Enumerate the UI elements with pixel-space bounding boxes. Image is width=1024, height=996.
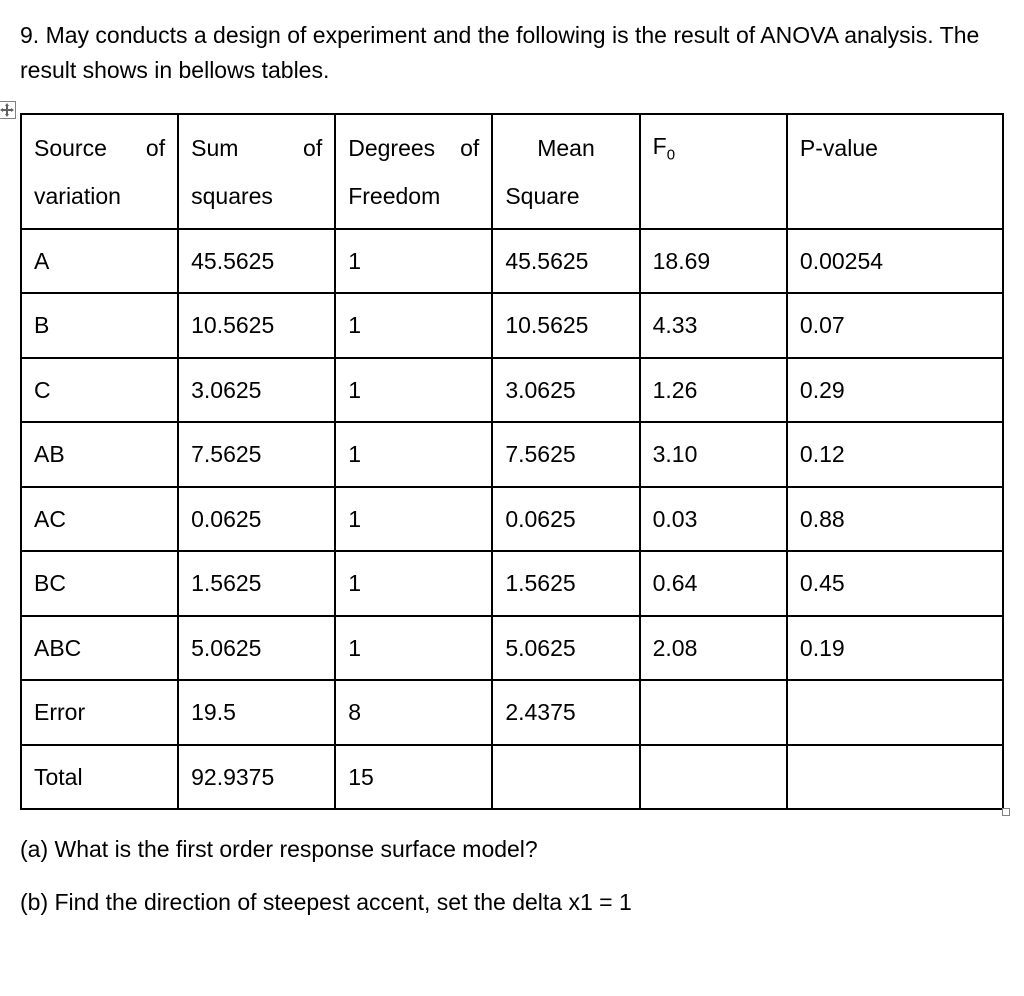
table-header: squares (178, 173, 335, 229)
table-cell: ABC (21, 616, 178, 681)
table-cell (492, 745, 639, 810)
table-cell: 45.5625 (178, 229, 335, 294)
table-cell: 2.4375 (492, 680, 639, 745)
table-cell: 10.5625 (492, 293, 639, 358)
table-row: A45.5625145.562518.690.00254 (21, 229, 1003, 294)
table-cell: B (21, 293, 178, 358)
table-cell: 1.5625 (178, 551, 335, 616)
table-cell: 1 (335, 229, 492, 294)
table-header: Source of (21, 114, 178, 173)
table-cell: 92.9375 (178, 745, 335, 810)
table-cell: 3.0625 (178, 358, 335, 423)
table-cell: Error (21, 680, 178, 745)
table-header (787, 173, 1003, 229)
table-cell: 0.19 (787, 616, 1003, 681)
table-cell: 1.5625 (492, 551, 639, 616)
table-cell: BC (21, 551, 178, 616)
table-cell: 15 (335, 745, 492, 810)
table-header (640, 173, 787, 229)
table-row: BC1.562511.56250.640.45 (21, 551, 1003, 616)
table-cell: 10.5625 (178, 293, 335, 358)
table-cell: 1 (335, 487, 492, 552)
table-cell: 8 (335, 680, 492, 745)
table-cell: 3.0625 (492, 358, 639, 423)
table-row: AC0.062510.06250.030.88 (21, 487, 1003, 552)
table-header: Degrees of (335, 114, 492, 173)
table-cell: 3.10 (640, 422, 787, 487)
question-a: (a) What is the first order response sur… (20, 832, 1004, 867)
table-cell: 0.45 (787, 551, 1003, 616)
table-row: B10.5625110.56254.330.07 (21, 293, 1003, 358)
table-cell: 0.64 (640, 551, 787, 616)
table-cell: 0.03 (640, 487, 787, 552)
table-cell: 1 (335, 551, 492, 616)
table-cell: 18.69 (640, 229, 787, 294)
table-row: ABC5.062515.06252.080.19 (21, 616, 1003, 681)
table-cell: 45.5625 (492, 229, 639, 294)
table-cell: Total (21, 745, 178, 810)
table-cell: 5.0625 (178, 616, 335, 681)
table-cell (787, 680, 1003, 745)
table-row: AB7.562517.56253.100.12 (21, 422, 1003, 487)
table-header: variation (21, 173, 178, 229)
table-row: C3.062513.06251.260.29 (21, 358, 1003, 423)
table-cell: 1 (335, 616, 492, 681)
table-row: Error19.582.4375 (21, 680, 1003, 745)
table-header: Freedom (335, 173, 492, 229)
table-cell: 0.07 (787, 293, 1003, 358)
question-b: (b) Find the direction of steepest accen… (20, 885, 1004, 920)
table-header: F0 (640, 114, 787, 173)
table-cell: 7.5625 (178, 422, 335, 487)
table-row: Total92.937515 (21, 745, 1003, 810)
table-cell: 4.33 (640, 293, 787, 358)
table-cell: 0.12 (787, 422, 1003, 487)
table-cell (640, 745, 787, 810)
table-cell: 2.08 (640, 616, 787, 681)
table-cell: 5.0625 (492, 616, 639, 681)
table-header: Square (492, 173, 639, 229)
table-header: Mean (492, 114, 639, 173)
table-cell: AC (21, 487, 178, 552)
table-header: P-value (787, 114, 1003, 173)
anova-table-container: Source of Sum of Degrees of Mean F0 (20, 113, 1004, 810)
table-cell: 19.5 (178, 680, 335, 745)
table-cell: C (21, 358, 178, 423)
move-handle-icon[interactable] (0, 101, 16, 119)
table-cell: 1 (335, 358, 492, 423)
table-cell (787, 745, 1003, 810)
table-cell: AB (21, 422, 178, 487)
table-cell: 1 (335, 293, 492, 358)
table-cell: 0.0625 (178, 487, 335, 552)
table-cell (640, 680, 787, 745)
resize-handle-icon[interactable] (1002, 808, 1010, 816)
anova-table: Source of Sum of Degrees of Mean F0 (20, 113, 1004, 810)
table-header: Sum of (178, 114, 335, 173)
table-cell: 1 (335, 422, 492, 487)
table-cell: 0.0625 (492, 487, 639, 552)
table-cell: 0.00254 (787, 229, 1003, 294)
questions: (a) What is the first order response sur… (20, 832, 1004, 919)
table-cell: 7.5625 (492, 422, 639, 487)
table-cell: 0.29 (787, 358, 1003, 423)
table-cell: 1.26 (640, 358, 787, 423)
table-cell: 0.88 (787, 487, 1003, 552)
table-cell: A (21, 229, 178, 294)
problem-intro: 9. May conducts a design of experiment a… (20, 18, 1004, 87)
